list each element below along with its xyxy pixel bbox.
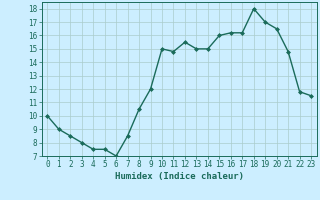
X-axis label: Humidex (Indice chaleur): Humidex (Indice chaleur): [115, 172, 244, 181]
